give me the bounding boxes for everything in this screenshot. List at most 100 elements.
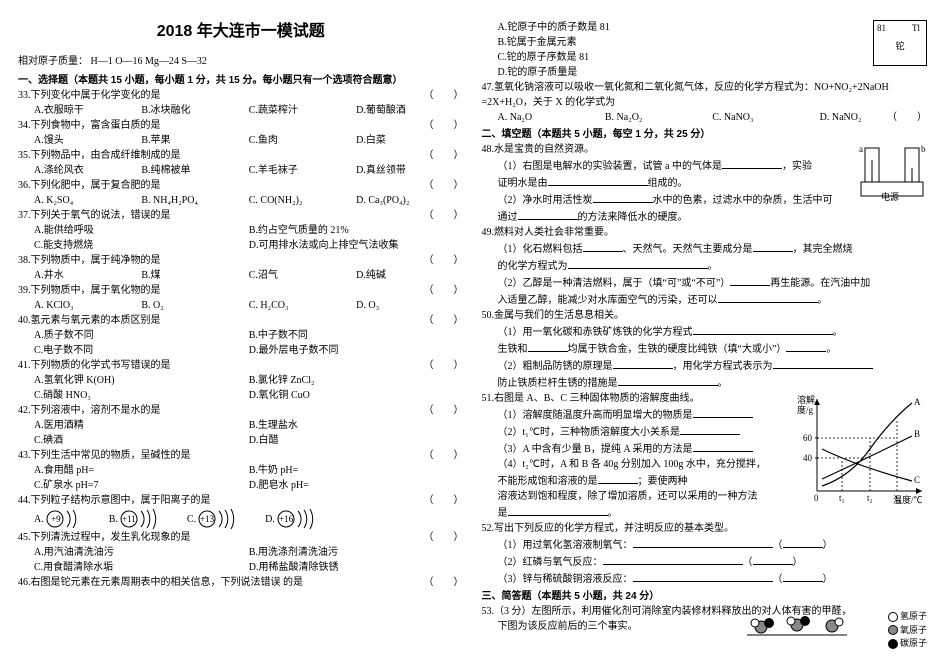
q43-stem: 43.下列生活中常见的物质，呈碱性的是 bbox=[18, 450, 191, 461]
q39-stem: 39.下列物质中，属于氧化物的是 bbox=[18, 285, 161, 296]
q41-opts2: C.硝酸 HNO₃D.氧化铜 CuO bbox=[18, 388, 464, 403]
q49-2b: 入适量乙醇，能减少对水库面空气的污染，还可以。 bbox=[482, 291, 928, 308]
q34-opts: A.馒头B.苹果C.鱼肉D.白菜 bbox=[18, 133, 464, 148]
q40-stem: 40.氢元素与氧元素的本质区别是 bbox=[18, 315, 161, 326]
svg-text:0: 0 bbox=[814, 493, 819, 503]
q44-b-diagram: B. +11 bbox=[109, 508, 183, 530]
q36-b: B. NH₄H₂PO₄ bbox=[141, 193, 248, 208]
q41-c: C.硝酸 HNO₃ bbox=[34, 388, 249, 403]
q35-a: A.涤纶风衣 bbox=[34, 163, 141, 178]
q35-opts: A.涤纶风衣B.纯棉被单C.羊毛袜子D.真丝领带 bbox=[18, 163, 464, 178]
q33-a: A.衣服晾干 bbox=[34, 103, 141, 118]
svg-text:a: a bbox=[859, 144, 863, 154]
q47-c: C. NaNO₃ bbox=[712, 110, 819, 125]
tl-sym: Tl bbox=[912, 22, 920, 36]
q50-2b: 防止铁质栏杆生锈的措施是。 bbox=[482, 374, 928, 391]
q36-a: A. K₂SO₄ bbox=[34, 193, 141, 208]
q38-a: A.井水 bbox=[34, 268, 141, 283]
q36-c: C. CO(NH₂)₂ bbox=[249, 193, 356, 208]
q33-stem: 33.下列变化中属于化学变化的是 bbox=[18, 90, 161, 101]
q50-1a: （1）用一氧化碳和赤铁矿炼铁的化学方程式。 bbox=[482, 323, 928, 340]
q34-d: D.白菜 bbox=[356, 133, 463, 148]
q49-1a: （1）化石燃料包括、天然气。天然气主要成分是，其完全燃烧 bbox=[482, 240, 928, 257]
q40-a: A.质子数不同 bbox=[34, 328, 249, 343]
exam-title: 2018 年大连市一模试题 bbox=[18, 20, 464, 44]
q39-opts: A. KClO₃B. O₂C. H₂CO₃D. O₃ bbox=[18, 298, 464, 313]
q43-c: C.矿泉水 pH=7 bbox=[34, 478, 249, 493]
q39-c: C. H₂CO₃ bbox=[249, 298, 356, 313]
section-3-head: 三、简答题（本题共 5 小题，共 24 分） bbox=[482, 589, 928, 604]
q41-stem: 41.下列物质的化学式书写错误的是 bbox=[18, 360, 171, 371]
electrolysis-diagram: ab 电源 bbox=[857, 142, 927, 202]
svg-text:+16: +16 bbox=[279, 514, 294, 524]
q33-b: B.冰块融化 bbox=[141, 103, 248, 118]
q40-opts2: C.电子数不同D.最外层电子数不同 bbox=[18, 343, 464, 358]
q47-stem: 47.氢氧化钠溶液可以吸收一氧化氮和二氧化氮气体，反应的化学方程式为：NO+NO… bbox=[482, 80, 928, 110]
q42-d: D.白醋 bbox=[249, 433, 464, 448]
q34-c: C.鱼肉 bbox=[249, 133, 356, 148]
q38-b: B.煤 bbox=[141, 268, 248, 283]
q44: 44.下列粒子结构示意图中，属于阳离子的是（ ） bbox=[18, 493, 464, 508]
tl-element-box: 81 Tl 铊 bbox=[873, 20, 927, 66]
q33-d: D.葡萄酿酒 bbox=[356, 103, 463, 118]
svg-text:t₃: t₃ bbox=[895, 493, 901, 503]
q33-c: C.蔬菜榨汁 bbox=[249, 103, 356, 118]
q36-d: D. Ca₃(PO₄)₂ bbox=[356, 193, 463, 208]
svg-text:A: A bbox=[914, 397, 921, 407]
q45-d: D.用稀盐酸清除铁锈 bbox=[249, 560, 464, 575]
tl-name: 铊 bbox=[874, 40, 926, 54]
q42-b: B.生理盐水 bbox=[249, 418, 464, 433]
q36: 36.下列化肥中，属于复合肥的是（ ） bbox=[18, 178, 464, 193]
q46: 46.右图是铊元素在元素周期表中的相关信息，下列说法错误 的是（ ） bbox=[18, 575, 464, 590]
q39-d: D. O₃ bbox=[356, 298, 463, 313]
q45-stem: 45.下列清洗过程中，发生乳化现象的是 bbox=[18, 532, 191, 543]
legend-h: 氢原子 bbox=[888, 610, 927, 624]
svg-text:60: 60 bbox=[803, 433, 813, 443]
q40-b: B.中子数不同 bbox=[249, 328, 464, 343]
q45-a: A.用汽油清洗油污 bbox=[34, 545, 249, 560]
q41-a: A.氢氧化钾 K(OH) bbox=[34, 373, 249, 388]
q40-opts1: A.质子数不同B.中子数不同 bbox=[18, 328, 464, 343]
q42-opts2: C.碘酒D.白醋 bbox=[18, 433, 464, 448]
q37-b: B.约占空气质量的 21% bbox=[249, 223, 464, 238]
q41-opts1: A.氢氧化钾 K(OH)B.氯化锌 ZnCl₂ bbox=[18, 373, 464, 388]
q46-stem: 46.右图是铊元素在元素周期表中的相关信息，下列说法错误 的是 bbox=[18, 577, 303, 588]
q38-d: D.纯碱 bbox=[356, 268, 463, 283]
section-2-head: 二、填空题（本题共 5 小题，每空 1 分，共 25 分） bbox=[482, 127, 928, 142]
q49-2a: （2）乙醇是一种清洁燃料，属于（填“可”或“不可”）再生能源。在汽油中加 bbox=[482, 274, 928, 291]
q45-opts1: A.用汽油清洗油污B.用洗涤剂清洗油污 bbox=[18, 545, 464, 560]
svg-text:电源: 电源 bbox=[881, 191, 899, 202]
q39-b: B. O₂ bbox=[141, 298, 248, 313]
q36-stem: 36.下列化肥中，属于复合肥的是 bbox=[18, 180, 161, 191]
section-1-head: 一、选择题（本题共 15 小题，每小题 1 分，共 15 分。每小题只有一个选项… bbox=[18, 73, 464, 88]
q35-b: B.纯棉被单 bbox=[141, 163, 248, 178]
q45: 45.下列清洗过程中，发生乳化现象的是（ ） bbox=[18, 530, 464, 545]
q43-b: B.牛奶 pH= bbox=[249, 463, 464, 478]
q44-diagrams: A. +9 B. +11 C. +13 D. +16 bbox=[18, 508, 464, 530]
svg-text:+9: +9 bbox=[51, 514, 61, 524]
q52-head: 52.写出下列反应的化学方程式，并注明反应的基本类型。 bbox=[482, 521, 928, 536]
q43: 43.下列生活中常见的物质，呈碱性的是（ ） bbox=[18, 448, 464, 463]
right-column: A.铊原子中的质子数是 81 B.铊属于金属元素 C.铊的原子序数是 81 D.… bbox=[482, 20, 928, 648]
q35-stem: 35.下列物品中，由合成纤维制成的是 bbox=[18, 150, 181, 161]
q45-opts2: C.用食醋清除水垢D.用稀盐酸清除铁锈 bbox=[18, 560, 464, 575]
svg-text:t₂: t₂ bbox=[867, 493, 873, 503]
q52-1: （1）用过氧化氢溶液制氧气：（） bbox=[482, 536, 928, 553]
q43-a: A.食用醋 pH= bbox=[34, 463, 249, 478]
q35: 35.下列物品中，由合成纤维制成的是（ ） bbox=[18, 148, 464, 163]
q37-stem: 37.下列关于氧气的说法，错误的是 bbox=[18, 210, 171, 221]
q38-c: C.沼气 bbox=[249, 268, 356, 283]
relative-mass: 相对原子质量： H—1 O—16 Mg—24 S—32 bbox=[18, 54, 464, 69]
q44-a-diagram: A. +9 bbox=[34, 508, 105, 530]
q42-opts1: A.医用酒精B.生理盐水 bbox=[18, 418, 464, 433]
q50-2a: （2）粗制品防锈的原理是，用化学方程式表示为 bbox=[482, 357, 928, 374]
q48-block: 48.水是宝贵的自然资源。 （1）右图是电解水的实验装置，试管 a 中的气体是，… bbox=[482, 142, 928, 225]
q39-a: A. KClO₃ bbox=[34, 298, 141, 313]
q42: 42.下列溶液中，溶剂不是水的是（ ） bbox=[18, 403, 464, 418]
q41-b: B.氯化锌 ZnCl₂ bbox=[249, 373, 464, 388]
q46-b: B.铊属于金属元素 bbox=[482, 35, 928, 50]
q38-stem: 38.下列物质中，属于纯净物的是 bbox=[18, 255, 161, 266]
svg-text:+13: +13 bbox=[200, 514, 215, 524]
q42-a: A.医用酒精 bbox=[34, 418, 249, 433]
q46-a: A.铊原子中的质子数是 81 bbox=[482, 20, 928, 35]
